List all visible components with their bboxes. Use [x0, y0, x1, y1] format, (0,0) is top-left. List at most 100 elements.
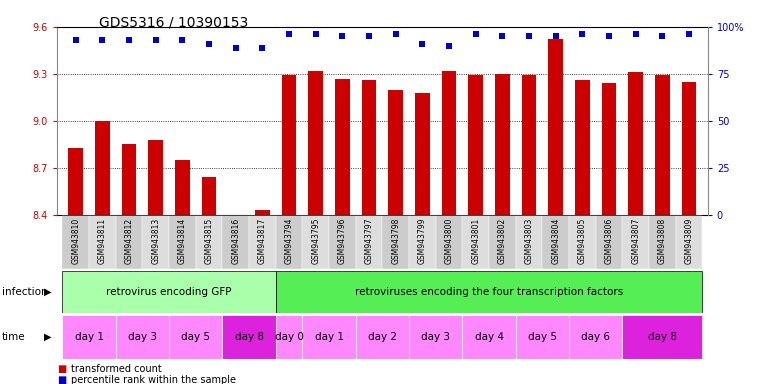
Bar [629, 72, 643, 215]
Bar [329, 215, 355, 269]
Text: GSM943817: GSM943817 [258, 218, 267, 264]
Bar [222, 315, 275, 359]
Bar [255, 210, 269, 215]
Point [230, 45, 242, 51]
Bar [469, 76, 483, 215]
Point [256, 45, 269, 51]
Bar [409, 315, 463, 359]
Bar [409, 215, 436, 269]
Point [656, 33, 668, 40]
Bar [602, 83, 616, 215]
Text: GSM943814: GSM943814 [178, 218, 187, 264]
Bar [302, 315, 355, 359]
Point [549, 33, 562, 40]
Text: GSM943807: GSM943807 [631, 218, 640, 264]
Point [336, 33, 349, 40]
Text: day 0: day 0 [275, 332, 304, 342]
Point [629, 31, 642, 38]
Bar [489, 215, 516, 269]
Text: GSM943795: GSM943795 [311, 218, 320, 264]
Text: retroviruses encoding the four transcription factors: retroviruses encoding the four transcrip… [355, 287, 623, 297]
Point [683, 31, 695, 38]
Bar [361, 80, 377, 215]
Text: GSM943796: GSM943796 [338, 218, 347, 264]
Point [310, 31, 322, 38]
Text: percentile rank within the sample: percentile rank within the sample [71, 375, 236, 384]
Bar [142, 215, 169, 269]
Bar [275, 215, 302, 269]
Bar [355, 315, 409, 359]
Bar [463, 315, 516, 359]
Bar [275, 315, 302, 359]
Text: GDS5316 / 10390153: GDS5316 / 10390153 [99, 15, 248, 29]
Bar [569, 315, 622, 359]
Text: day 1: day 1 [314, 332, 343, 342]
Text: day 8: day 8 [234, 332, 263, 342]
Bar [543, 215, 569, 269]
Bar [302, 215, 329, 269]
Bar [275, 271, 702, 313]
Bar [169, 315, 222, 359]
Text: GSM943802: GSM943802 [498, 218, 507, 264]
Bar [441, 71, 457, 215]
Text: ▶: ▶ [44, 332, 52, 342]
Text: ■: ■ [57, 364, 66, 374]
Bar [68, 147, 83, 215]
Bar [569, 215, 596, 269]
Bar [622, 315, 702, 359]
Point [177, 37, 189, 43]
Bar [202, 177, 216, 215]
Text: day 3: day 3 [128, 332, 157, 342]
Bar [415, 93, 430, 215]
Text: GSM943799: GSM943799 [418, 218, 427, 264]
Bar [676, 215, 702, 269]
Point [283, 31, 295, 38]
Point [603, 33, 615, 40]
Text: day 1: day 1 [75, 332, 103, 342]
Bar [622, 215, 649, 269]
Point [150, 37, 162, 43]
Text: day 5: day 5 [181, 332, 210, 342]
Bar [516, 215, 543, 269]
Bar [308, 71, 323, 215]
Text: ■: ■ [57, 375, 66, 384]
Text: ▶: ▶ [44, 287, 52, 297]
Text: day 6: day 6 [581, 332, 610, 342]
Text: GSM943813: GSM943813 [151, 218, 161, 264]
Text: day 2: day 2 [368, 332, 397, 342]
Text: transformed count: transformed count [71, 364, 161, 374]
Bar [62, 315, 116, 359]
Point [390, 31, 402, 38]
Bar [655, 76, 670, 215]
Text: GSM943808: GSM943808 [658, 218, 667, 264]
Point [443, 43, 455, 49]
Bar [148, 140, 163, 215]
Text: day 3: day 3 [422, 332, 451, 342]
Point [203, 41, 215, 47]
Point [97, 37, 109, 43]
Bar [175, 160, 189, 215]
Bar [355, 215, 382, 269]
Text: day 8: day 8 [648, 332, 677, 342]
Point [523, 33, 535, 40]
Bar [335, 79, 350, 215]
Bar [89, 215, 116, 269]
Text: GSM943809: GSM943809 [685, 218, 693, 264]
Bar [282, 76, 296, 215]
Text: infection: infection [2, 287, 47, 297]
Bar [516, 315, 569, 359]
Bar [522, 76, 537, 215]
Text: GSM943803: GSM943803 [524, 218, 533, 264]
Text: GSM943800: GSM943800 [444, 218, 454, 264]
Bar [383, 215, 409, 269]
Text: day 4: day 4 [475, 332, 504, 342]
Point [496, 33, 508, 40]
Bar [62, 271, 275, 313]
Bar [116, 215, 142, 269]
Point [363, 33, 375, 40]
Bar [682, 82, 696, 215]
Text: GSM943798: GSM943798 [391, 218, 400, 264]
Point [576, 31, 588, 38]
Bar [463, 215, 489, 269]
Text: GSM943815: GSM943815 [205, 218, 214, 264]
